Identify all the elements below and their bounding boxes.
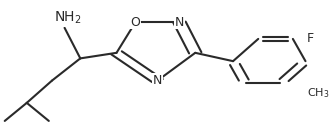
Text: N: N: [153, 74, 162, 87]
Text: O: O: [130, 16, 140, 29]
Text: N: N: [175, 16, 184, 29]
Text: F: F: [307, 32, 314, 45]
Text: CH$_3$: CH$_3$: [307, 86, 330, 100]
Text: NH$_2$: NH$_2$: [54, 10, 81, 26]
